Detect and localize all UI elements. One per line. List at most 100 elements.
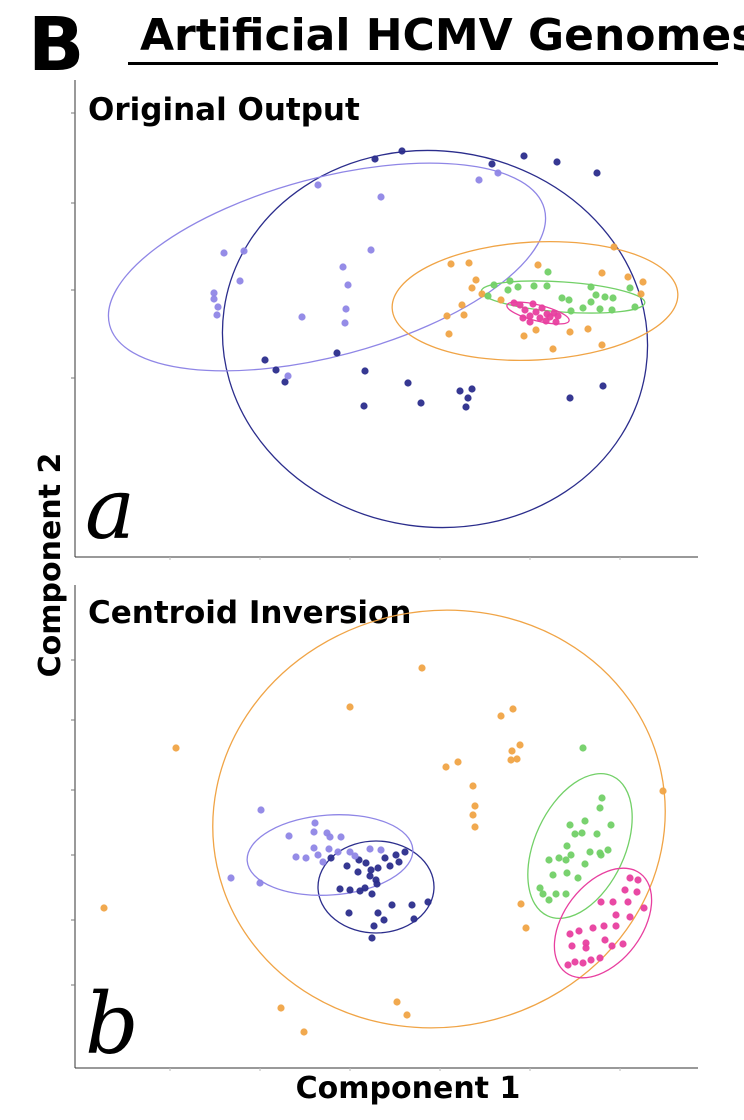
panel-b-pink-point-23 — [619, 940, 627, 948]
panel-a-dark-blue-point-8 — [281, 378, 289, 386]
panel-b-orange-point-6 — [172, 744, 180, 752]
panel-a-pink-point-5 — [538, 304, 546, 312]
panel-a-orange-point-13 — [497, 296, 505, 304]
panel-b-pink-point-20 — [582, 944, 590, 952]
panel-a-light-purple-point-3 — [494, 169, 502, 177]
panel-a-green-point-0 — [490, 281, 498, 289]
panel-a-light-purple-point-11 — [213, 311, 221, 319]
panel-a-pink-point-2 — [521, 306, 529, 314]
panel-a-green-point-10 — [592, 291, 600, 299]
panel-a-light-purple-point-15 — [342, 305, 350, 313]
panel-b-dark-blue-point-8 — [392, 851, 400, 859]
panel-a-dark-blue-point-16 — [464, 394, 472, 402]
panel-b-orange-point-11 — [469, 782, 477, 790]
panel-a-light-purple-point-7 — [339, 263, 347, 271]
panel-a-light-purple-point-13 — [344, 281, 352, 289]
panel-b-pink-point-17 — [571, 958, 579, 966]
panel-b-orange-point-4 — [516, 741, 524, 749]
panel-b-orange-point-3 — [497, 712, 505, 720]
panel-b-light-purple-point-5 — [326, 833, 334, 841]
panel-a-orange-point-20 — [445, 330, 453, 338]
panel-b-orange-point-14 — [471, 823, 479, 831]
panel-a-orange-point-9 — [468, 284, 476, 292]
panel-a-green-point-1 — [506, 277, 514, 285]
panel-b-orange-point-18 — [277, 1004, 285, 1012]
panel-b-pink-point-13 — [601, 936, 609, 944]
panel-a-green-point-9 — [587, 283, 595, 291]
panel-a-green-point-13 — [609, 294, 617, 302]
panel-b-orange-point-2 — [509, 705, 517, 713]
panel-b-green-ellipse — [527, 773, 633, 919]
panel-b-pink-point-24 — [564, 961, 572, 969]
panel-letter: B — [28, 2, 84, 88]
panel-a-pink-point-11 — [529, 300, 537, 308]
panel-a-pink-point-14 — [554, 312, 562, 320]
panel-b-dark-blue-point-15 — [346, 886, 354, 894]
panel-b-dark-blue-point-3 — [362, 859, 370, 867]
panel-b-dark-blue-point-19 — [373, 880, 381, 888]
panel-a-orange-point-21 — [443, 312, 451, 320]
panel-b-dark-blue-point-18 — [368, 890, 376, 898]
panel-b-pink-point-11 — [600, 922, 608, 930]
panel-b-dark-blue-point-9 — [401, 848, 409, 856]
panel-b-green-point-7 — [563, 842, 571, 850]
panel-a-light-purple-point-17 — [284, 372, 292, 380]
panel-b-light-purple-point-15 — [351, 852, 359, 860]
panel-b-orange-point-22 — [659, 787, 667, 795]
panel-a-dark-blue-point-17 — [462, 403, 470, 411]
panel-b-green-point-17 — [545, 856, 553, 864]
panel-b-orange-point-9 — [507, 756, 515, 764]
panel-b-dark-blue-point-27 — [410, 915, 418, 923]
panel-b-dark-blue-point-21 — [374, 909, 382, 917]
panel-a-dark-blue-point-15 — [468, 385, 476, 393]
y-axis-label: Component 2 — [33, 453, 68, 678]
panel-a-light-purple-point-0 — [314, 181, 322, 189]
panel-b-pink-point-4 — [624, 898, 632, 906]
panel-b-pink-point-9 — [626, 913, 634, 921]
panel-a-green-point-17 — [567, 307, 575, 315]
panel-b-light-purple-point-16 — [366, 845, 374, 853]
panel-b-dark-blue-point-5 — [374, 864, 382, 872]
panel-b-pink-ellipse — [553, 867, 653, 979]
panel-b-light-purple-point-13 — [319, 858, 327, 866]
panel-a-pink-point-4 — [532, 308, 540, 316]
panel-a-dark-blue-point-14 — [456, 387, 464, 395]
panel-a-green-point-5 — [530, 282, 538, 290]
panel-b-pink-point-18 — [587, 956, 595, 964]
panel-a-orange-point-1 — [598, 269, 606, 277]
panel-a-green-point-12 — [601, 293, 609, 301]
panel-b-light-purple-point-10 — [292, 853, 300, 861]
panel-a: Original Output a — [71, 80, 698, 560]
panel-a-dark-blue-point-12 — [404, 379, 412, 387]
panel-a-orange-point-4 — [637, 290, 645, 298]
panel-a-orange-point-11 — [460, 311, 468, 319]
panel-a-light-purple-point-2 — [475, 176, 483, 184]
panel-b-green-point-9 — [607, 821, 615, 829]
panel-b-light-purple-point-19 — [227, 874, 235, 882]
panel-a-dark-blue-point-9 — [333, 349, 341, 357]
panel-a-green-point-19 — [631, 303, 639, 311]
panel-b-dark-blue-point-10 — [395, 858, 403, 866]
figure-title: Artificial HCMV Genomes — [140, 10, 744, 61]
panel-a-pink-point-9 — [552, 318, 560, 326]
panel-b-green-point-25 — [545, 896, 553, 904]
panel-b-green-point-18 — [549, 871, 557, 879]
panel-a-green-point-8 — [565, 296, 573, 304]
panel-a-dark-blue-point-3 — [520, 152, 528, 160]
panel-b-pink-point-16 — [582, 939, 590, 947]
panel-a-orange-point-2 — [624, 273, 632, 281]
panel-a-orange-point-10 — [478, 290, 486, 298]
panel-a-pink-point-15 — [526, 318, 534, 326]
panel-b-green-point-0 — [579, 744, 587, 752]
panel-a-orange-point-17 — [520, 332, 528, 340]
panel-b-light-purple-point-14 — [346, 848, 354, 856]
panel-b-pink-point-6 — [597, 898, 605, 906]
panel-b-green-point-10 — [604, 846, 612, 854]
panel-b-orange-point-16 — [517, 900, 525, 908]
panel-a-green-point-14 — [596, 305, 604, 313]
panel-b-orange-point-17 — [522, 924, 530, 932]
panel-a-green-point-16 — [579, 304, 587, 312]
panel-a-green-point-20 — [484, 292, 492, 300]
panel-b-orange-point-8 — [454, 758, 462, 766]
panel-b-green-point-12 — [586, 848, 594, 856]
